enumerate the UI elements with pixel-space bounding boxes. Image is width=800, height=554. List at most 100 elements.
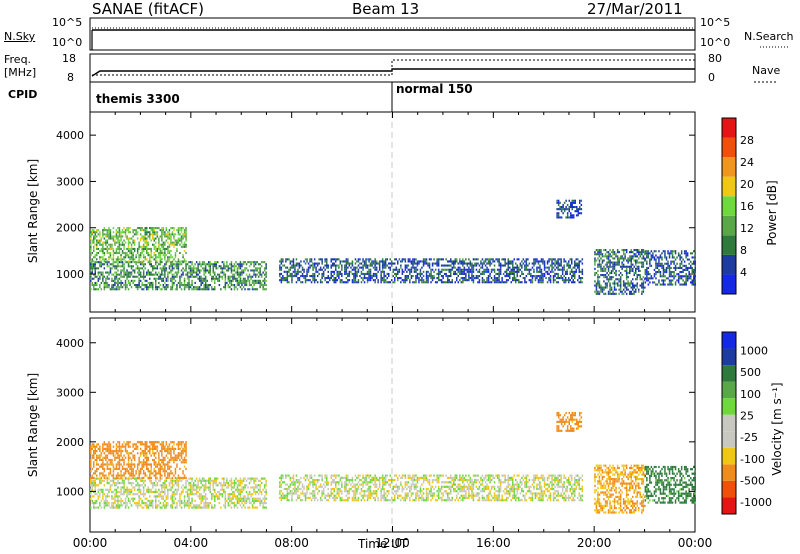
- echo-cell: [459, 272, 461, 275]
- echo-cell: [351, 268, 354, 271]
- echo-cell: [167, 271, 169, 274]
- echo-cell: [214, 495, 216, 498]
- echo-cell: [338, 270, 340, 273]
- echo-cell: [309, 260, 311, 263]
- echo-cell: [112, 502, 115, 505]
- echo-cell: [571, 262, 573, 265]
- echo-cell: [106, 443, 109, 446]
- echo-cell: [139, 263, 142, 266]
- echo-cell: [155, 260, 157, 263]
- echo-cell: [248, 502, 251, 505]
- echo-cell: [686, 254, 689, 257]
- echo-cell: [418, 277, 420, 280]
- echo-cell: [597, 290, 599, 293]
- nave-trace: [92, 59, 695, 76]
- echo-cell: [129, 456, 131, 459]
- echo-cell: [105, 488, 107, 491]
- echo-cell: [375, 275, 378, 278]
- echo-cell: [380, 277, 382, 280]
- echo-cell: [103, 229, 106, 232]
- echo-cell: [248, 265, 251, 268]
- echo-cell: [498, 270, 500, 273]
- echo-cell: [138, 267, 140, 270]
- echo-cell: [238, 482, 240, 485]
- echo-cell: [96, 506, 98, 509]
- echo-cell: [112, 247, 115, 250]
- echo-cell: [118, 288, 121, 291]
- echo-cell: [357, 258, 360, 261]
- echo-cell: [198, 288, 201, 291]
- echo-cell: [127, 441, 130, 444]
- echo-cell: [372, 266, 375, 269]
- echo-cell: [300, 260, 302, 263]
- echo-cell: [124, 254, 127, 257]
- echo-cell: [117, 260, 119, 263]
- echo-cell: [336, 279, 338, 282]
- echo-cell: [141, 461, 143, 464]
- echo-cell: [324, 268, 326, 271]
- echo-cell: [619, 257, 622, 260]
- echo-cell: [123, 454, 125, 457]
- echo-cell: [239, 265, 242, 268]
- echo-cell: [693, 260, 695, 263]
- echo-cell: [123, 243, 125, 246]
- echo-cell: [133, 456, 136, 459]
- echo-cell: [632, 284, 634, 287]
- echo-cell: [578, 281, 580, 284]
- echo-cell: [133, 261, 136, 264]
- echo-cell: [153, 267, 155, 270]
- echo-cell: [499, 270, 502, 273]
- echo-cell: [288, 281, 290, 284]
- echo-cell: [129, 256, 131, 259]
- echo-cell: [153, 484, 155, 487]
- echo-cell: [153, 277, 155, 280]
- echo-cell: [217, 267, 219, 270]
- echo-cell: [97, 233, 100, 236]
- echo-cell: [512, 270, 514, 273]
- echo-cell: [612, 249, 614, 252]
- echo-cell: [499, 272, 502, 275]
- echo-cell: [221, 488, 224, 491]
- echo-cell: [604, 284, 607, 287]
- echo-cell: [560, 260, 562, 263]
- echo-cell: [147, 488, 149, 491]
- echo-cell: [521, 260, 523, 263]
- echo-cell: [109, 269, 112, 272]
- echo-cell: [109, 267, 112, 270]
- echo-cell: [236, 502, 239, 505]
- echo-cell: [138, 486, 140, 489]
- echo-cell: [212, 267, 214, 270]
- echo-cell: [109, 506, 112, 509]
- echo-cell: [568, 262, 570, 265]
- echo-cell: [192, 286, 195, 289]
- echo-cell: [206, 504, 208, 507]
- echo-cell: [569, 266, 571, 269]
- echo-cell: [138, 254, 140, 257]
- echo-cell: [179, 495, 181, 498]
- echo-cell: [195, 269, 198, 272]
- echo-cell: [91, 241, 93, 244]
- echo-cell: [100, 250, 103, 253]
- echo-cell: [106, 265, 109, 268]
- echo-cell: [263, 267, 266, 270]
- echo-cell: [152, 450, 154, 453]
- echo-cell: [146, 461, 148, 464]
- echo-cell: [123, 258, 125, 261]
- echo-cell: [504, 258, 506, 261]
- echo-cell: [132, 279, 134, 282]
- echo-cell: [418, 260, 420, 263]
- echo-cell: [118, 495, 121, 498]
- echo-cell: [164, 486, 166, 489]
- echo-cell: [263, 288, 266, 291]
- echo-cell: [153, 441, 155, 444]
- echo-cell: [410, 266, 413, 269]
- echo-cell: [167, 231, 169, 234]
- echo-cell: [123, 245, 125, 248]
- echo-cell: [601, 255, 604, 258]
- echo-cell: [559, 216, 561, 219]
- echo-cell: [185, 239, 187, 242]
- echo-cell: [158, 461, 160, 464]
- echo-cell: [615, 288, 617, 291]
- echo-cell: [121, 467, 124, 470]
- echo-cell: [153, 454, 155, 457]
